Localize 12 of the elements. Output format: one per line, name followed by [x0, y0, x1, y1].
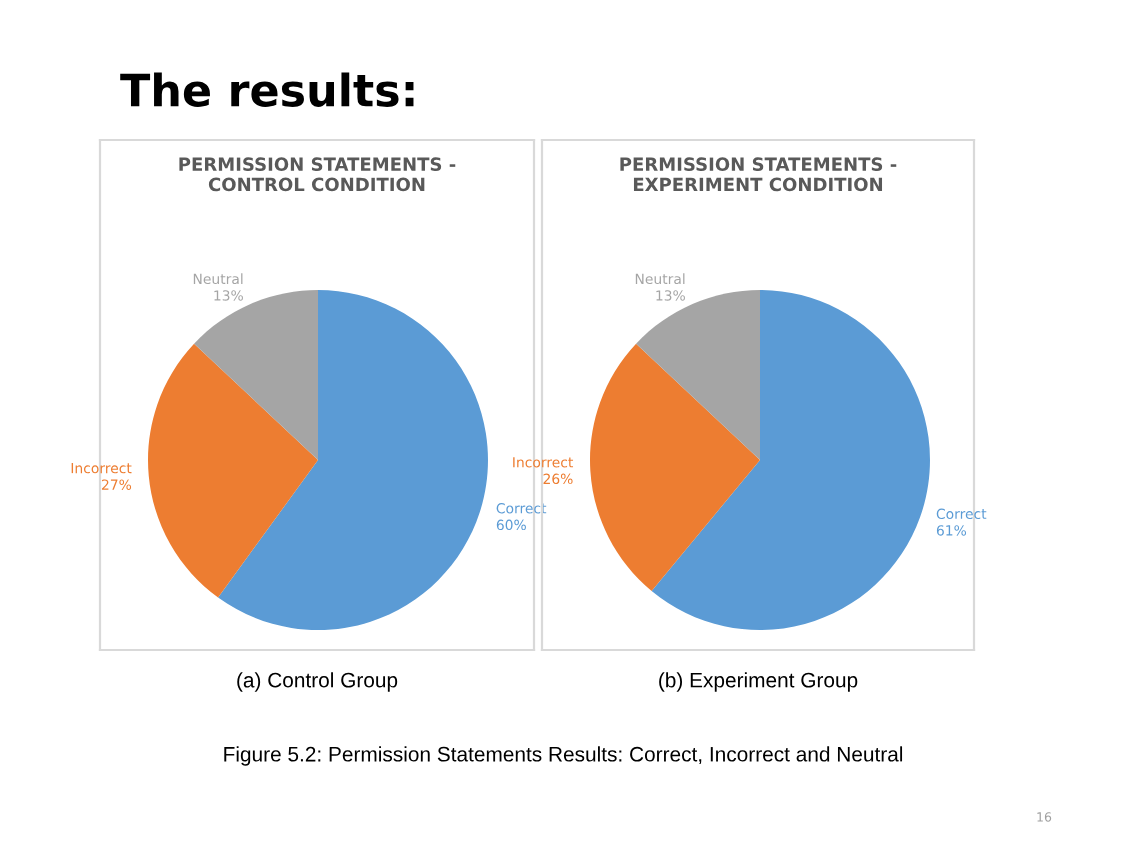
pie-slice [636, 290, 760, 460]
pie-slice [651, 290, 930, 630]
pie-slice [590, 343, 760, 591]
chart-title: PERMISSION STATEMENTS - EXPERIMENT CONDITION [620, 157, 897, 192]
caption: Figure 5.2: Permission Statements Results: Correct, Incorrect and Neutral [224, 746, 903, 766]
text: (a) Control Group [237, 672, 398, 692]
pie-slice [194, 290, 318, 460]
chart-title: PERMISSION STATEMENTS - CONTROL CONDITION [179, 157, 456, 192]
text: The results: [120, 72, 414, 107]
pie-slice [148, 343, 318, 598]
text: (b) Experiment Group [659, 672, 858, 692]
pie-slice [218, 290, 488, 630]
